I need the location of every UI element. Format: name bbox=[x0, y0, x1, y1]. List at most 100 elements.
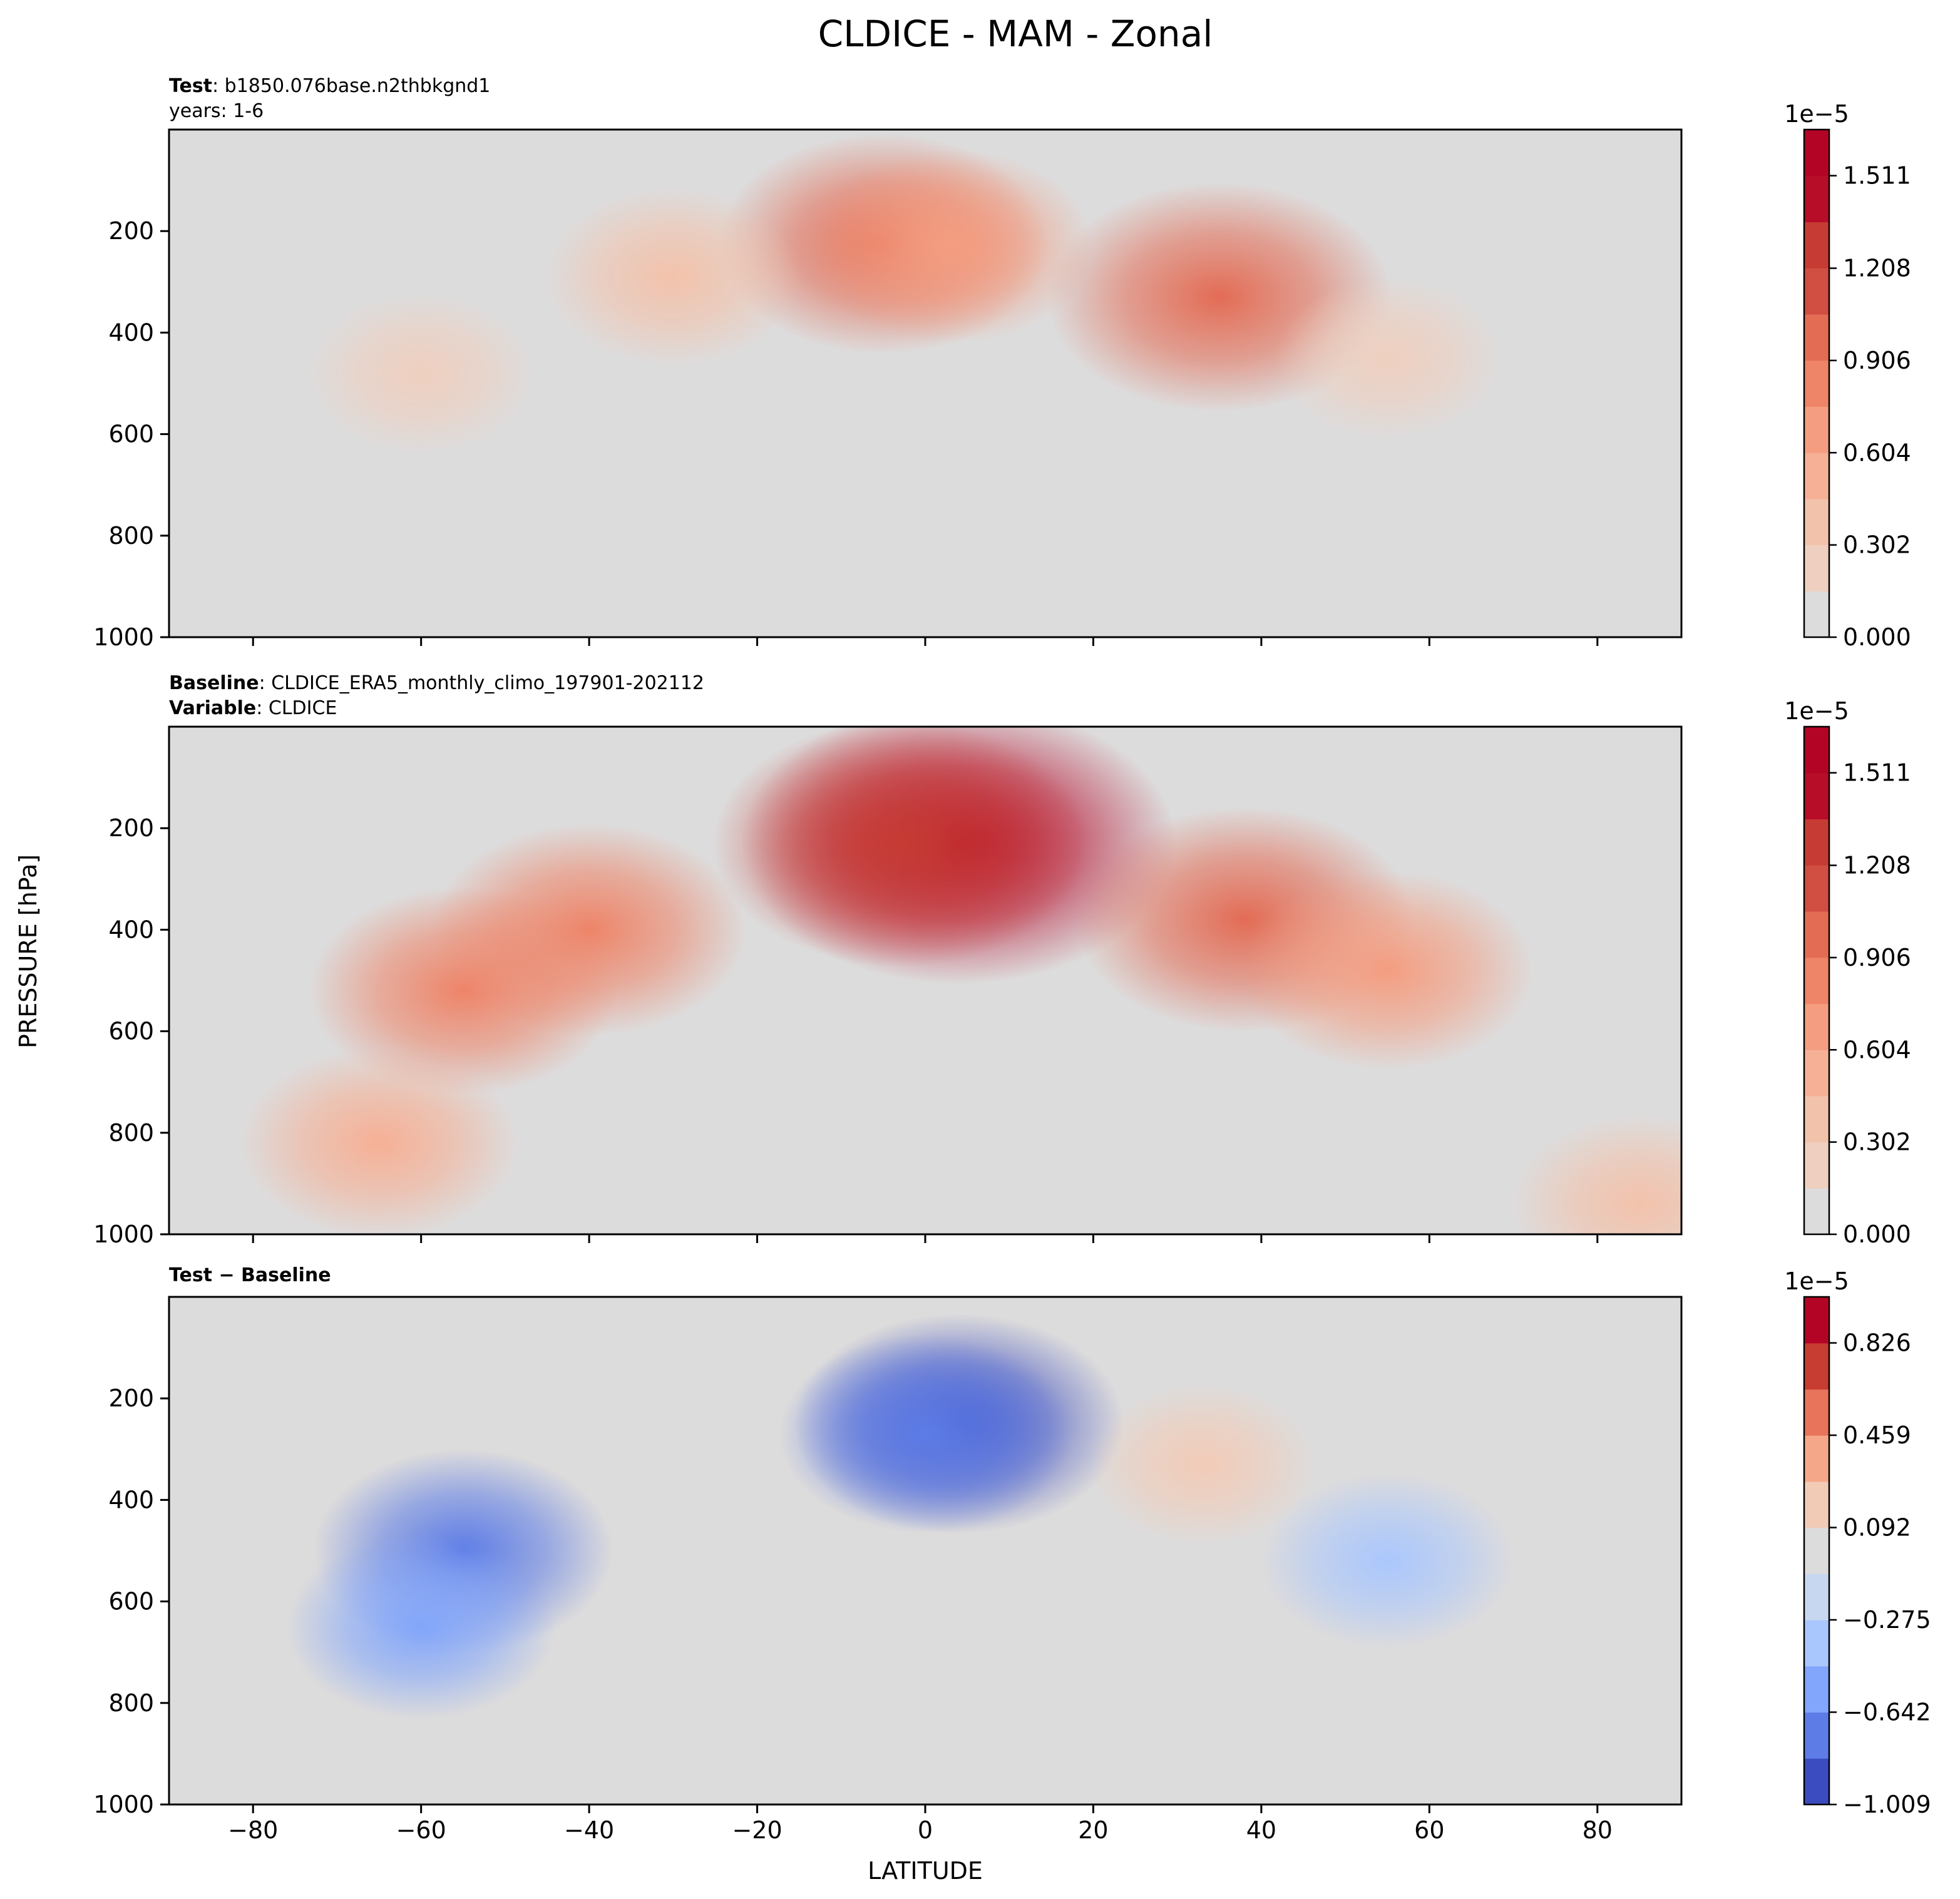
colorbar-exponent: 1e−5 bbox=[1784, 697, 1849, 725]
colorbar-tick-label: 0.604 bbox=[1843, 1036, 1911, 1063]
x-tick-label: −60 bbox=[396, 1816, 446, 1844]
panel-title-text: : CLDICE_ERA5_monthly_climo_197901-20211… bbox=[259, 672, 704, 694]
colorbar-segment bbox=[1804, 1666, 1829, 1713]
colorbar-tick-label: 0.604 bbox=[1843, 439, 1911, 466]
y-tick-label: 200 bbox=[108, 814, 154, 842]
y-tick-label: 200 bbox=[108, 1385, 154, 1412]
colorbar-segment bbox=[1804, 1620, 1829, 1667]
panel-baseline: 200 400 600 800 1000 Baseline: CLDICE_ERA5_mo… bbox=[93, 672, 1911, 1248]
colorbar-segment bbox=[1804, 1003, 1829, 1050]
y-tick-label: 400 bbox=[108, 916, 154, 943]
colorbar-segment bbox=[1804, 1712, 1829, 1759]
colorbar-tick-label: 1.208 bbox=[1843, 255, 1911, 282]
panel-title-bold: Baseline bbox=[169, 672, 259, 694]
panel-title-bold: Test bbox=[169, 75, 212, 97]
panel-title-text: : b1850.076base.n2thbkgnd1 bbox=[212, 75, 490, 97]
x-tick-label: 20 bbox=[1078, 1816, 1108, 1844]
colorbar-diff: −1.009 −0.642 −0.275 0.092 0.459 0.826 1e−5 bbox=[1784, 1267, 1931, 1818]
colorbar-segment bbox=[1804, 727, 1829, 774]
colorbar-frame bbox=[1803, 725, 1830, 1236]
x-tick-label: −40 bbox=[564, 1816, 614, 1844]
field-feature bbox=[808, 149, 1094, 344]
field-feature bbox=[285, 1533, 557, 1720]
colorbar-segment bbox=[1804, 498, 1829, 546]
colorbar-tick-label: 0.906 bbox=[1843, 944, 1911, 971]
colorbar-segment bbox=[1804, 1050, 1829, 1097]
colorbar-segment bbox=[1804, 1142, 1829, 1189]
colorbar-test: 0.000 0.302 0.604 0.906 1.208 1.511 1e−5 bbox=[1784, 100, 1911, 651]
y-tick-label: 1000 bbox=[93, 623, 154, 651]
field-feature bbox=[431, 823, 747, 1036]
colorbar-tick-label: 1.511 bbox=[1843, 759, 1911, 787]
panel-subtitle-bold: Variable bbox=[169, 697, 256, 719]
x-tick-label: 60 bbox=[1414, 1816, 1444, 1844]
field-feature bbox=[1275, 278, 1501, 438]
colorbar-segment bbox=[1804, 1435, 1829, 1482]
colorbar-segment bbox=[1804, 268, 1829, 315]
field-feature bbox=[1089, 1385, 1315, 1545]
field-feature bbox=[712, 727, 1088, 967]
colorbar-tick-label: 0.000 bbox=[1843, 1221, 1911, 1248]
colorbar-frame bbox=[1803, 1296, 1830, 1806]
field-test bbox=[308, 133, 1501, 453]
colorbar-frame bbox=[1803, 128, 1830, 638]
field-feature bbox=[240, 1048, 518, 1234]
y-tick-label: 800 bbox=[108, 522, 154, 550]
colorbar-exponent: 1e−5 bbox=[1784, 100, 1849, 128]
colorbar-segment bbox=[1804, 591, 1829, 638]
colorbar-tick-label: 0.302 bbox=[1843, 531, 1911, 559]
colorbar-segment bbox=[1804, 1574, 1829, 1620]
colorbar-exponent: 1e−5 bbox=[1784, 1267, 1849, 1295]
y-tick-label: 600 bbox=[108, 421, 154, 448]
x-tick-label: 40 bbox=[1246, 1816, 1276, 1844]
y-tick-label: 200 bbox=[108, 217, 154, 245]
x-tick-label: −80 bbox=[228, 1816, 278, 1844]
panel-subtitle-text: years: 1-6 bbox=[169, 100, 264, 122]
colorbar-segment bbox=[1804, 957, 1829, 1004]
panel-subtitle-baseline: Variable: CLDICE bbox=[169, 697, 337, 719]
y-tick-label: 800 bbox=[108, 1689, 154, 1717]
colorbar-segment bbox=[1804, 1527, 1829, 1574]
colorbar-segment bbox=[1804, 1188, 1829, 1235]
panel-diff: −80 −60 −40 −20 0 20 40 60 80 200 400 600 800 1000 Tes… bbox=[93, 1264, 1931, 1844]
field-feature bbox=[308, 293, 534, 453]
panel-title-diff: Test − Baseline bbox=[169, 1264, 331, 1286]
y-tick-label: 400 bbox=[108, 319, 154, 346]
y-axis-label: PRESSURE [hPa] bbox=[14, 854, 42, 1048]
colorbar-tick-label: 0.826 bbox=[1843, 1329, 1911, 1357]
figure-title: CLDICE - MAM - Zonal bbox=[818, 13, 1213, 55]
colorbar-tick-label: −1.009 bbox=[1843, 1791, 1931, 1818]
y-tick-label: 1000 bbox=[93, 1791, 154, 1818]
colorbar-tick-label: 1.208 bbox=[1843, 852, 1911, 879]
field-feature bbox=[1511, 1115, 1681, 1234]
y-tick-label: 600 bbox=[108, 1588, 154, 1615]
panel-test: 200 400 600 800 1000 Test: b1850.076base.n2th… bbox=[93, 75, 1911, 651]
colorbar-segment bbox=[1804, 1758, 1829, 1805]
panel-subtitle-test: years: 1-6 bbox=[169, 100, 264, 122]
colorbar-tick-label: 1.511 bbox=[1843, 162, 1911, 190]
colorbar-segment bbox=[1804, 1095, 1829, 1143]
colorbar-segment bbox=[1804, 406, 1829, 453]
colorbar-segment bbox=[1804, 1297, 1829, 1344]
x-tick-label: 80 bbox=[1583, 1816, 1613, 1844]
colorbar-segment bbox=[1804, 453, 1829, 499]
field-feature bbox=[545, 188, 801, 366]
x-tick-label: −20 bbox=[732, 1816, 782, 1844]
colorbar-baseline: 0.000 0.302 0.604 0.906 1.208 1.511 1e−5 bbox=[1784, 697, 1911, 1248]
field-feature bbox=[779, 1334, 1072, 1533]
x-axis-label: LATITUDE bbox=[868, 1857, 983, 1885]
colorbar-segment bbox=[1804, 1343, 1829, 1390]
colorbar-tick-label: 0.302 bbox=[1843, 1129, 1911, 1156]
colorbar-tick-label: −0.275 bbox=[1843, 1606, 1931, 1634]
panel-title-bold: Test − Baseline bbox=[169, 1264, 331, 1286]
colorbar-segment bbox=[1804, 1481, 1829, 1528]
colorbar-segment bbox=[1804, 772, 1829, 820]
field-feature bbox=[1241, 871, 1534, 1070]
y-tick-label: 1000 bbox=[93, 1221, 154, 1248]
colorbar-tick-label: 0.092 bbox=[1843, 1514, 1911, 1542]
colorbar-segment bbox=[1804, 130, 1829, 177]
field-feature bbox=[1260, 1472, 1516, 1650]
field-diff bbox=[285, 1313, 1516, 1720]
x-tick-label: 0 bbox=[918, 1816, 933, 1844]
